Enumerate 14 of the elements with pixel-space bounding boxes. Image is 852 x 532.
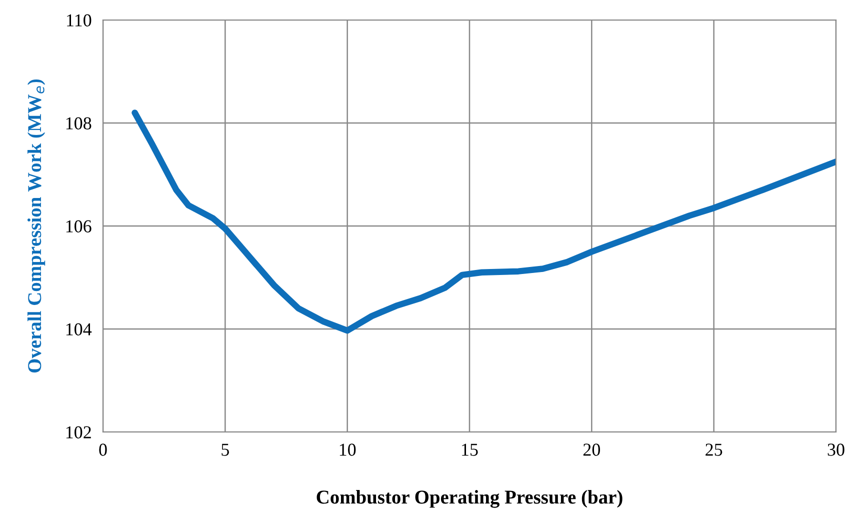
x-tick-label: 25 (706, 444, 722, 456)
x-tick-label: 30 (828, 444, 844, 456)
x-tick-label: 15 (462, 444, 478, 456)
y-tick-label: 104 (66, 323, 92, 336)
y-tick-label: 106 (66, 220, 92, 232)
y-tick-label: 110 (67, 14, 92, 26)
y-tick-label: 108 (66, 117, 92, 130)
y-tick-label: 102 (66, 426, 91, 438)
y-axis-title: Overall Compression Work (MW$_{e}$) (27, 79, 46, 372)
x-tick-label: 0 (99, 444, 107, 456)
x-tick-label: 10 (340, 444, 356, 456)
x-axis-title: Combustor Operating Pressure (bar) (316, 490, 622, 508)
x-tick-label: 5 (222, 444, 229, 456)
x-tick-label: 20 (583, 444, 600, 456)
